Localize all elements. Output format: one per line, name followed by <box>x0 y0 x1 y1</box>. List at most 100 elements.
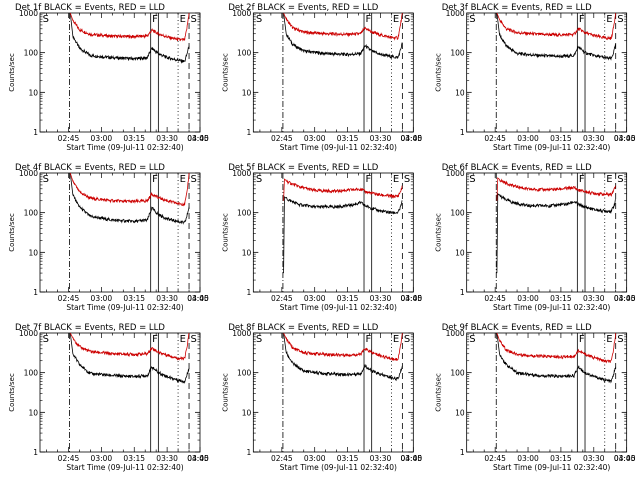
marker-label: F <box>579 334 585 345</box>
x-tick-label: 03:45 <box>614 134 636 143</box>
y-tick-label: 1 <box>460 448 465 457</box>
marker-label: F <box>579 174 585 185</box>
x-tick-label: 02:45 <box>484 294 506 303</box>
x-tick-label: 03:00 <box>304 294 326 303</box>
x-tick-label: 03:00 <box>304 134 326 143</box>
marker-label: S <box>191 14 197 25</box>
y-tick-label: 1 <box>247 288 252 297</box>
chart-title: Det 8f BLACK = Events, RED = LLD <box>228 323 378 333</box>
y-tick-label: 10 <box>455 408 465 417</box>
y-tick-label: 10 <box>242 408 252 417</box>
plot-frame <box>39 12 201 133</box>
y-axis-label: Counts/sec <box>435 373 443 412</box>
chart-panel: Det 7f BLACK = Events, RED = LLD 1 10 100 10… <box>8 323 209 472</box>
x-tick-label: 03:15 <box>550 294 572 303</box>
y-tick-label: 1000 <box>19 169 38 178</box>
chart-panel: Det 4f BLACK = Events, RED = LLD 1 10 100 10… <box>8 163 209 312</box>
y-tick-label: 1 <box>460 128 465 137</box>
events-series-line <box>283 13 403 59</box>
marker-label: S <box>404 174 410 185</box>
marker-label: E <box>180 174 186 185</box>
x-tick-label: 03:45 <box>614 454 636 463</box>
x-tick-label: 03:15 <box>337 454 359 463</box>
y-tick-label: 1 <box>33 128 38 137</box>
y-tick-label: 100 <box>24 49 39 58</box>
y-tick-label: 10 <box>28 88 38 97</box>
marker-label: F <box>152 174 158 185</box>
x-tick-label: 04:00 <box>614 134 636 143</box>
x-tick-label: 04:00 <box>614 454 636 463</box>
marker-label: S <box>617 174 623 185</box>
x-tick-label: 03:45 <box>187 294 209 303</box>
events-series-line <box>496 13 616 61</box>
y-tick-label: 10 <box>28 408 38 417</box>
marker-label: S <box>617 334 623 345</box>
y-tick-label: 100 <box>237 49 252 58</box>
x-tick-label: 03:30 <box>156 134 178 143</box>
y-tick-label: 1000 <box>446 9 465 18</box>
x-axis-label: Start Time (09-Jul-11 02:32:40) <box>280 463 397 472</box>
x-tick-label: 02:45 <box>58 454 80 463</box>
x-tick-label: 02:45 <box>58 294 80 303</box>
x-tick-label: 03:30 <box>583 134 605 143</box>
marker-label: S <box>469 14 475 25</box>
x-tick-label: 02:45 <box>271 454 293 463</box>
y-tick-label: 1000 <box>446 169 465 178</box>
chart-panel: Det 6f BLACK = Events, RED = LLD 1 10 100 10… <box>435 163 636 312</box>
lld-series-line <box>496 333 617 364</box>
marker-label: S <box>469 174 475 185</box>
marker-label: F <box>366 14 372 25</box>
y-tick-label: 1000 <box>232 329 251 338</box>
y-tick-label: 1 <box>460 288 465 297</box>
lld-series-line <box>283 13 403 41</box>
y-tick-label: 1 <box>247 448 252 457</box>
events-series-line <box>69 13 190 64</box>
events-series-line <box>283 333 403 382</box>
y-axis-label: Counts/sec <box>435 213 443 252</box>
chart-panel: Det 8f BLACK = Events, RED = LLD 1 10 100 10… <box>221 323 422 472</box>
chart-title: Det 4f BLACK = Events, RED = LLD <box>15 163 165 173</box>
x-axis-label: Start Time (09-Jul-11 02:32:40) <box>280 303 397 312</box>
x-tick-label: 02:45 <box>271 134 293 143</box>
y-tick-label: 10 <box>242 248 252 257</box>
x-tick-label: 03:30 <box>583 294 605 303</box>
lld-series-line <box>69 13 190 42</box>
x-tick-label: 02:45 <box>484 134 506 143</box>
x-axis-label: Start Time (09-Jul-11 02:32:40) <box>493 463 610 472</box>
chart-title: Det 2f BLACK = Events, RED = LLD <box>228 3 378 13</box>
x-tick-label: 03:15 <box>123 134 145 143</box>
marker-label: E <box>393 14 399 25</box>
marker-label: E <box>393 334 399 345</box>
x-tick-label: 04:00 <box>187 134 209 143</box>
x-axis-label: Start Time (09-Jul-11 02:32:40) <box>66 143 183 152</box>
y-axis-label: Counts/sec <box>221 373 229 412</box>
x-tick-label: 03:30 <box>156 454 178 463</box>
x-tick-label: 03:45 <box>187 134 209 143</box>
events-series-line <box>496 192 616 274</box>
y-tick-label: 10 <box>28 248 38 257</box>
x-tick-label: 02:45 <box>271 294 293 303</box>
x-tick-label: 02:45 <box>58 134 80 143</box>
chart-panel: Det 1f BLACK = Events, RED = LLD 1 10 100 10… <box>8 3 209 152</box>
y-tick-label: 10 <box>242 88 252 97</box>
x-tick-label: 02:45 <box>484 454 506 463</box>
marker-label: S <box>404 334 410 345</box>
y-tick-label: 1000 <box>446 329 465 338</box>
x-tick-label: 03:00 <box>517 134 539 143</box>
lld-series-line <box>283 178 403 201</box>
x-tick-label: 03:45 <box>614 294 636 303</box>
plot-frame <box>252 12 414 133</box>
y-tick-label: 100 <box>237 369 252 378</box>
x-tick-label: 03:45 <box>401 294 423 303</box>
plot-frame <box>252 332 414 453</box>
x-tick-label: 03:00 <box>304 454 326 463</box>
marker-label: F <box>152 14 158 25</box>
x-tick-label: 04:00 <box>187 454 209 463</box>
x-tick-label: 03:30 <box>370 454 392 463</box>
y-tick-label: 100 <box>450 369 465 378</box>
events-series-line <box>69 333 190 384</box>
marker-label: F <box>152 334 158 345</box>
x-tick-label: 03:30 <box>370 134 392 143</box>
y-axis-label: Counts/sec <box>221 53 229 92</box>
chart-panel: Det 2f BLACK = Events, RED = LLD 1 10 100 10… <box>221 3 422 152</box>
